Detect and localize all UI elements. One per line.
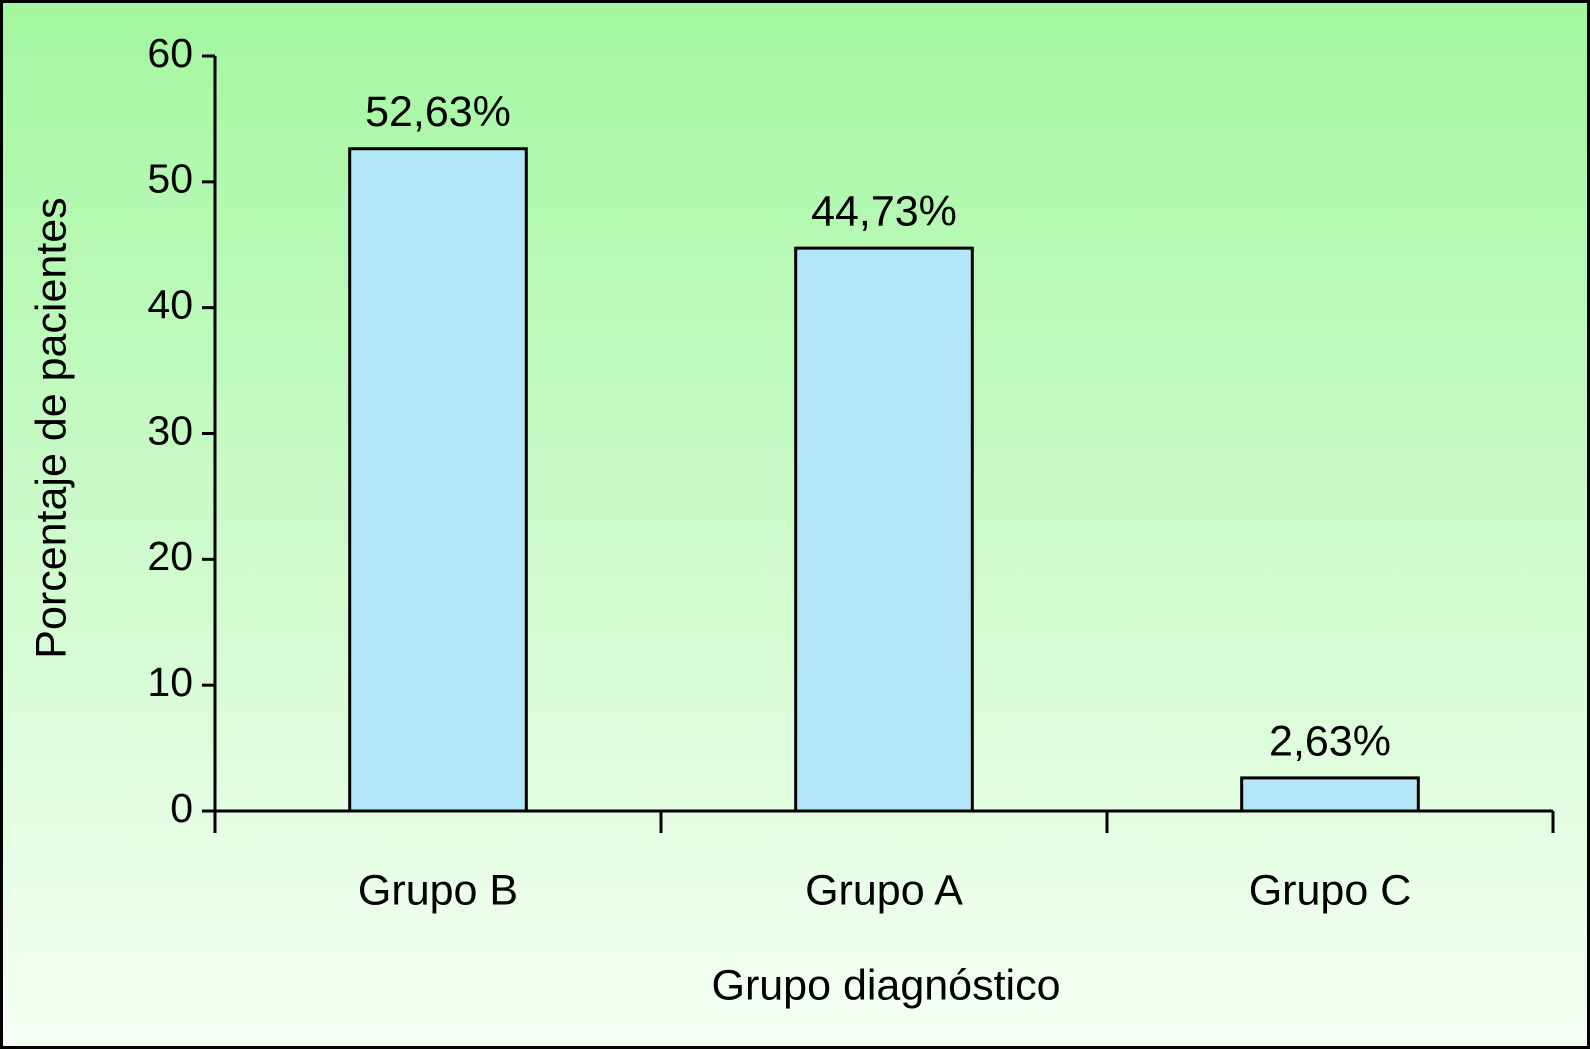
y-tick-label: 40 [147, 281, 193, 327]
value-label: 52,63% [365, 88, 511, 136]
x-tick-label: Grupo B [358, 866, 518, 914]
bar [1240, 776, 1420, 813]
y-tick-label: 30 [147, 407, 193, 453]
x-tick-label: Grupo C [1249, 866, 1412, 914]
bar [348, 147, 528, 813]
y-tick-label: 20 [147, 533, 193, 579]
y-tick-label: 50 [147, 156, 193, 202]
value-label: 2,63% [1269, 717, 1391, 765]
x-tick-label: Grupo A [805, 866, 963, 914]
y-tick-label: 0 [170, 785, 193, 831]
y-tick-label: 60 [147, 30, 193, 76]
bar [794, 246, 974, 813]
x-axis-title: Grupo diagnóstico [712, 961, 1061, 1009]
y-tick-label: 10 [147, 659, 193, 705]
value-label: 44,73% [811, 188, 957, 236]
y-axis-title: Porcentaje de pacientes [27, 197, 75, 658]
